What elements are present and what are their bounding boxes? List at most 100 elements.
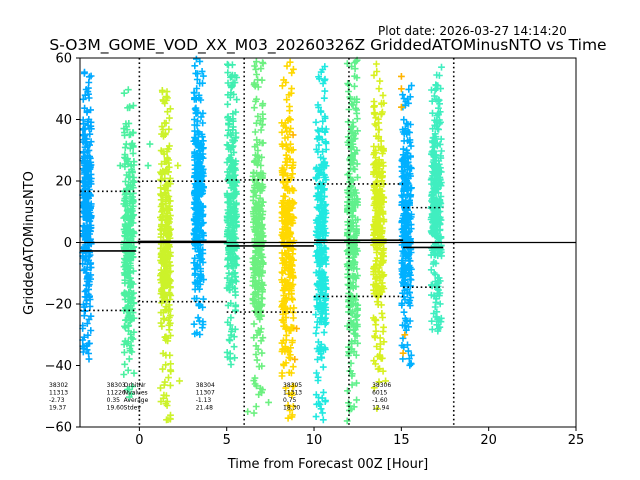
- data-point: [199, 79, 206, 87]
- data-point: [253, 303, 260, 311]
- data-point: [228, 262, 235, 270]
- data-point: [400, 169, 408, 177]
- data-point: [379, 367, 387, 375]
- data-point: [347, 145, 355, 152]
- data-point: [167, 382, 174, 389]
- data-point: [399, 334, 407, 342]
- data-point: [400, 137, 408, 145]
- data-point: [161, 212, 169, 220]
- data-point: [192, 265, 199, 272]
- data-point: [428, 291, 435, 299]
- data-point: [165, 314, 173, 321]
- data-point: [284, 402, 292, 409]
- data-point: [318, 268, 326, 275]
- data-point: [128, 141, 136, 149]
- data-point: [353, 115, 361, 123]
- data-point: [345, 296, 353, 304]
- data-point: [399, 274, 407, 282]
- data-point: [199, 259, 207, 266]
- data-point: [253, 181, 261, 189]
- scatter-points: [79, 55, 445, 425]
- data-point: [81, 182, 88, 190]
- data-point: [87, 171, 95, 178]
- data-point: [344, 133, 352, 141]
- data-point: [408, 82, 415, 89]
- data-point: [258, 302, 265, 310]
- data-point: [288, 369, 295, 377]
- data-point: [344, 208, 351, 215]
- data-point: [125, 215, 132, 223]
- data-point: [354, 201, 361, 209]
- data-point: [230, 149, 238, 156]
- data-point: [194, 128, 202, 135]
- data-point: [197, 273, 205, 281]
- outlier-point: [116, 162, 124, 169]
- data-point: [289, 161, 297, 169]
- data-point: [166, 114, 173, 122]
- data-point: [431, 92, 438, 100]
- stats-header-average: Average: [124, 397, 149, 404]
- data-point: [124, 239, 131, 247]
- data-point: [227, 299, 235, 307]
- data-point: [315, 104, 322, 111]
- stats-stdev: 21.48: [196, 405, 213, 412]
- stats-stdev: 19.37: [49, 405, 66, 412]
- data-point: [432, 188, 439, 196]
- data-point: [163, 205, 170, 213]
- data-point: [250, 81, 258, 88]
- data-point: [353, 160, 361, 168]
- data-point: [85, 160, 93, 168]
- data-point: [313, 369, 320, 377]
- data-point: [317, 303, 325, 311]
- series-orbit-k: [398, 82, 415, 369]
- data-point: [227, 361, 235, 368]
- data-point: [250, 320, 258, 328]
- data-point: [199, 150, 207, 158]
- data-point: [406, 317, 414, 325]
- data-point: [122, 270, 130, 278]
- data-point: [346, 402, 354, 410]
- data-point: [320, 94, 328, 102]
- x-tick-label: 5: [223, 433, 231, 448]
- data-point: [407, 221, 415, 228]
- data-point: [197, 222, 204, 230]
- data-point: [86, 130, 94, 138]
- data-point: [84, 238, 92, 245]
- data-point: [284, 145, 291, 153]
- data-point: [353, 245, 361, 253]
- data-point: [349, 176, 357, 184]
- data-point: [350, 348, 358, 355]
- data-point: [373, 68, 381, 75]
- data-point: [233, 222, 240, 230]
- stats-nvalues: 11313: [283, 390, 302, 397]
- data-point: [354, 216, 362, 223]
- data-point: [161, 333, 169, 341]
- data-point: [314, 373, 322, 381]
- data-point: [192, 95, 200, 103]
- data-point: [157, 319, 165, 327]
- data-point: [371, 149, 378, 157]
- data-point: [232, 291, 239, 299]
- data-point: [124, 86, 132, 94]
- data-point: [314, 185, 322, 193]
- data-point: [196, 155, 204, 163]
- y-tick-label: 40: [55, 113, 72, 128]
- data-point: [278, 372, 286, 380]
- data-point: [229, 79, 237, 87]
- data-point: [249, 197, 257, 204]
- data-point: [344, 171, 352, 179]
- data-point: [402, 98, 410, 105]
- data-point: [285, 233, 293, 241]
- stats-nvalues: 11307: [196, 390, 215, 397]
- data-point: [285, 115, 293, 123]
- data-point: [158, 87, 166, 94]
- data-point: [320, 294, 327, 302]
- data-point: [249, 296, 257, 304]
- data-point: [380, 338, 388, 346]
- data-point: [284, 243, 291, 251]
- data-point: [286, 58, 294, 66]
- data-point: [288, 185, 296, 192]
- data-point: [121, 291, 129, 299]
- data-point: [429, 249, 437, 256]
